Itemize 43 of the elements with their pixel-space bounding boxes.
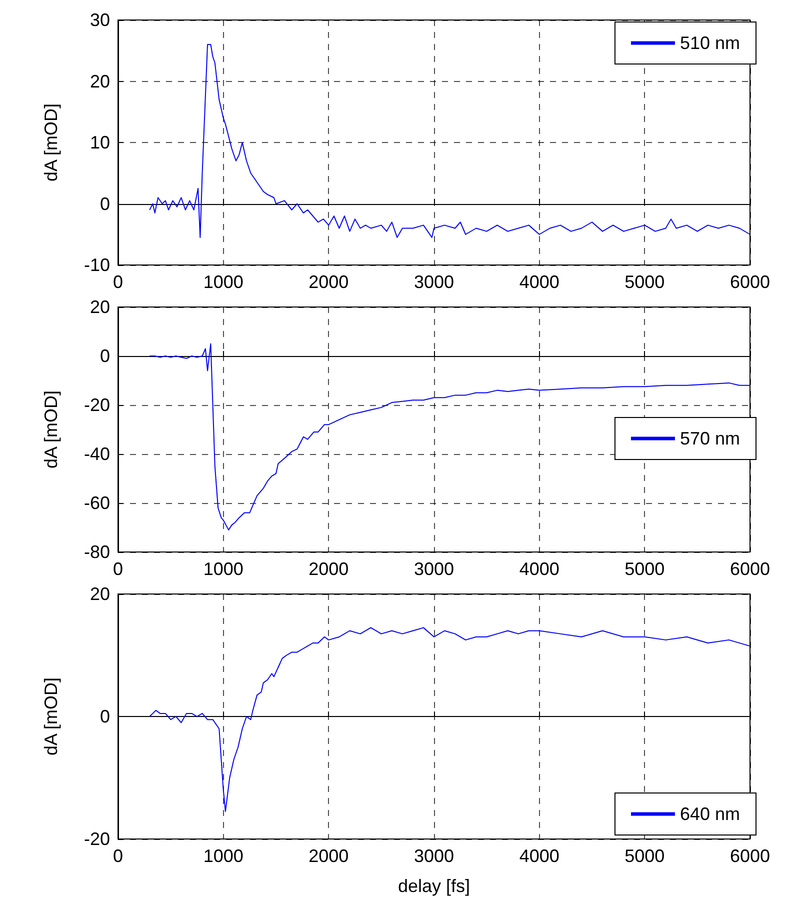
- y-axis-title: dA [mOD]: [41, 103, 61, 182]
- x-tick-label: 0: [112, 846, 124, 866]
- x-tick-label: 6000: [730, 559, 770, 579]
- legend-label: 510 nm: [680, 33, 740, 53]
- y-tick-label: -40: [84, 444, 110, 464]
- y-tick-label: -10: [84, 255, 110, 275]
- y-tick-label: 20: [90, 584, 110, 604]
- x-tick-label: 5000: [624, 272, 665, 292]
- x-tick-label: 3000: [414, 272, 454, 292]
- line-series: [149, 343, 750, 530]
- x-axis-title: delay [fs]: [398, 876, 470, 896]
- y-tick-label: 0: [100, 346, 110, 366]
- x-tick-label: 1000: [203, 272, 244, 292]
- y-tick-label: 10: [90, 132, 110, 152]
- x-tick-label: 3000: [414, 846, 454, 866]
- legend-label: 640 nm: [680, 804, 740, 824]
- x-tick-label: 2000: [308, 272, 349, 292]
- x-tick-label: 6000: [730, 846, 770, 866]
- x-tick-label: 1000: [203, 846, 244, 866]
- y-tick-label: -80: [84, 542, 110, 562]
- legend-label: 570 nm: [680, 428, 740, 448]
- y-tick-label: -20: [84, 829, 110, 849]
- y-tick-label: 0: [100, 194, 110, 214]
- x-tick-label: 3000: [414, 559, 454, 579]
- x-tick-label: 4000: [519, 846, 560, 866]
- y-tick-label: -60: [84, 493, 110, 513]
- x-tick-label: 2000: [308, 559, 349, 579]
- x-tick-label: 2000: [308, 846, 349, 866]
- y-tick-label: 20: [90, 297, 110, 317]
- y-tick-label: 20: [90, 71, 110, 92]
- x-tick-label: 5000: [624, 846, 665, 866]
- y-tick-label: -20: [84, 395, 110, 415]
- x-tick-label: 6000: [730, 272, 770, 292]
- y-axis-title: dA [mOD]: [41, 677, 61, 756]
- x-tick-label: 1000: [203, 559, 244, 579]
- x-tick-label: 0: [112, 559, 124, 579]
- y-tick-label: 30: [90, 10, 110, 30]
- x-tick-label: 4000: [519, 272, 560, 292]
- y-axis-title: dA [mOD]: [41, 390, 61, 469]
- x-tick-label: 0: [112, 272, 124, 292]
- x-tick-label: 4000: [519, 559, 560, 579]
- y-tick-label: 0: [100, 706, 110, 726]
- x-tick-label: 5000: [624, 559, 665, 579]
